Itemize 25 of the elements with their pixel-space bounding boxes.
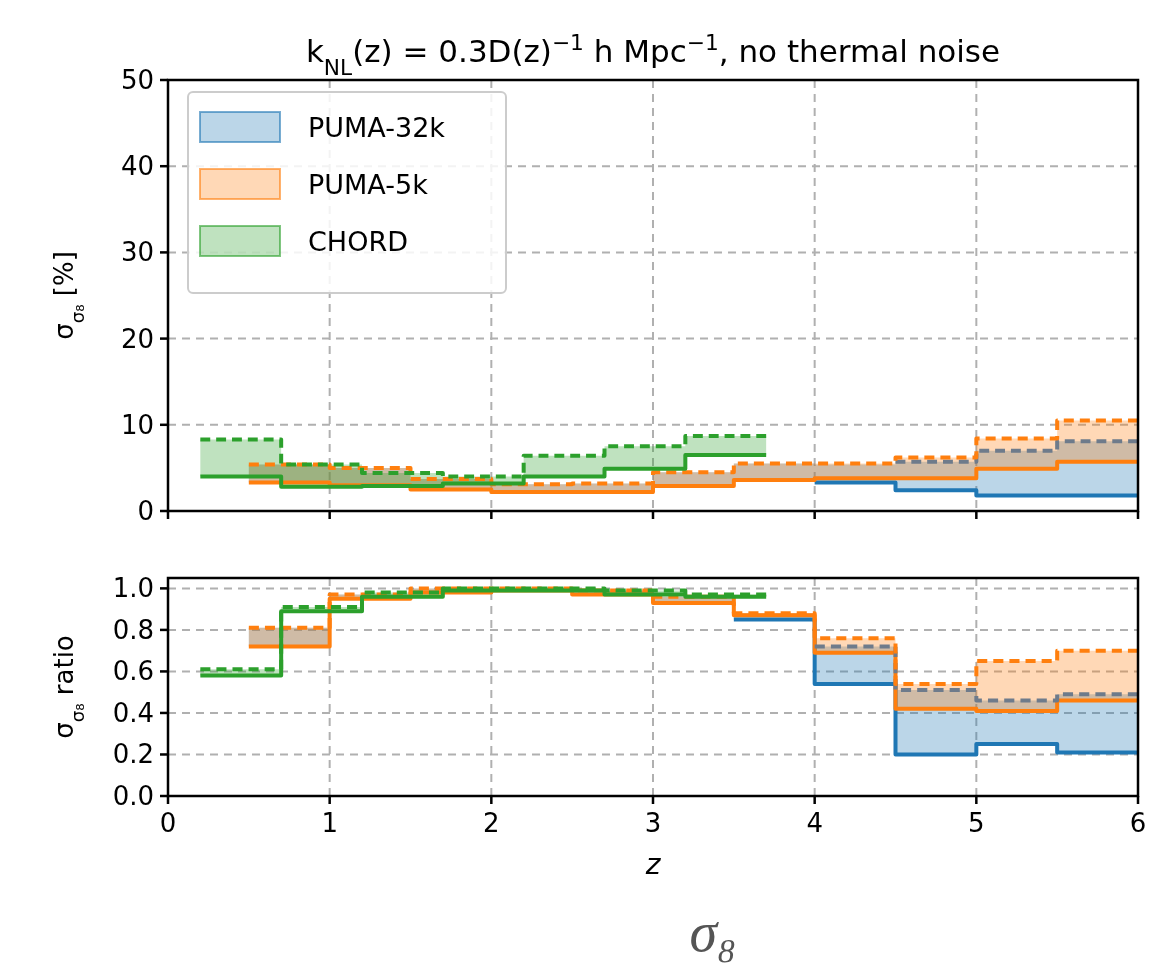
x-tick-label: 3	[644, 808, 662, 838]
legend-label: PUMA-32k	[308, 112, 446, 143]
y-tick-label: 1.0	[112, 573, 154, 604]
y-tick-label: 10	[120, 409, 154, 440]
x-tick-label: 6	[1129, 808, 1147, 838]
legend-label: PUMA-5k	[308, 169, 429, 200]
y-tick-label: 0.0	[112, 781, 154, 811]
y-tick-label: 0.8	[112, 614, 154, 645]
x-tick-label: 2	[483, 808, 500, 838]
y-tick-label: 30	[120, 237, 154, 268]
text: σ₈	[689, 901, 737, 963]
y-tick-label: 0.4	[112, 697, 154, 728]
x-tick-label: 1	[321, 808, 338, 838]
y-tick-label: 0.2	[112, 739, 154, 770]
y-tick-label: 50	[120, 65, 154, 95]
legend-label: CHORD	[308, 226, 408, 257]
y-tick-label: 40	[120, 151, 154, 182]
y-tick-label: 20	[120, 323, 154, 354]
x-tick-label: 0	[159, 808, 177, 838]
x-tick-label: 4	[806, 808, 823, 838]
x-axis-title: z	[644, 848, 662, 881]
y-tick-label: 0.6	[112, 656, 154, 687]
chart-title: k$_{NL}$(z) = 0.3D(z)$^{−1}$ h Mpc$^{−1}$, no thermal noise	[305, 29, 1001, 80]
x-tick-label: 5	[968, 808, 985, 838]
y-tick-label: 0	[137, 496, 154, 526]
